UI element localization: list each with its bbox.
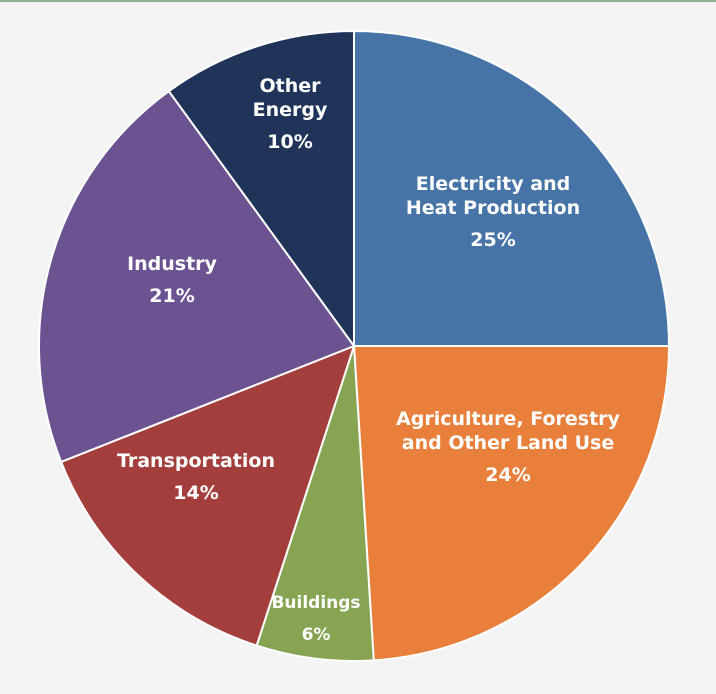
- slice-label-agriculture-forestry-and-other-land-use: Agriculture, Forestry: [396, 408, 620, 430]
- slice-percent-buildings: 6%: [302, 625, 331, 645]
- slice-percent-electricity-and-heat-production: 25%: [470, 229, 515, 251]
- slice-percent-industry: 21%: [149, 285, 194, 307]
- slice-percent-other-energy: 10%: [267, 131, 312, 153]
- slice-label-other-energy: Other: [259, 75, 321, 97]
- slice-label-electricity-and-heat-production: Electricity and: [416, 173, 570, 195]
- slice-percent-transportation: 14%: [173, 482, 218, 504]
- slice-label-transportation: Transportation: [117, 450, 275, 472]
- slice-label-other-energy: Energy: [253, 99, 328, 121]
- slice-percent-agriculture-forestry-and-other-land-use: 24%: [485, 464, 530, 486]
- slice-label-industry: Industry: [127, 253, 217, 275]
- slice-label-agriculture-forestry-and-other-land-use: and Other Land Use: [402, 432, 615, 454]
- slice-label-buildings: Buildings: [271, 593, 360, 613]
- slice-label-electricity-and-heat-production: Heat Production: [406, 197, 580, 219]
- pie-slice-agriculture-forestry-and-other-land-use: [354, 346, 669, 660]
